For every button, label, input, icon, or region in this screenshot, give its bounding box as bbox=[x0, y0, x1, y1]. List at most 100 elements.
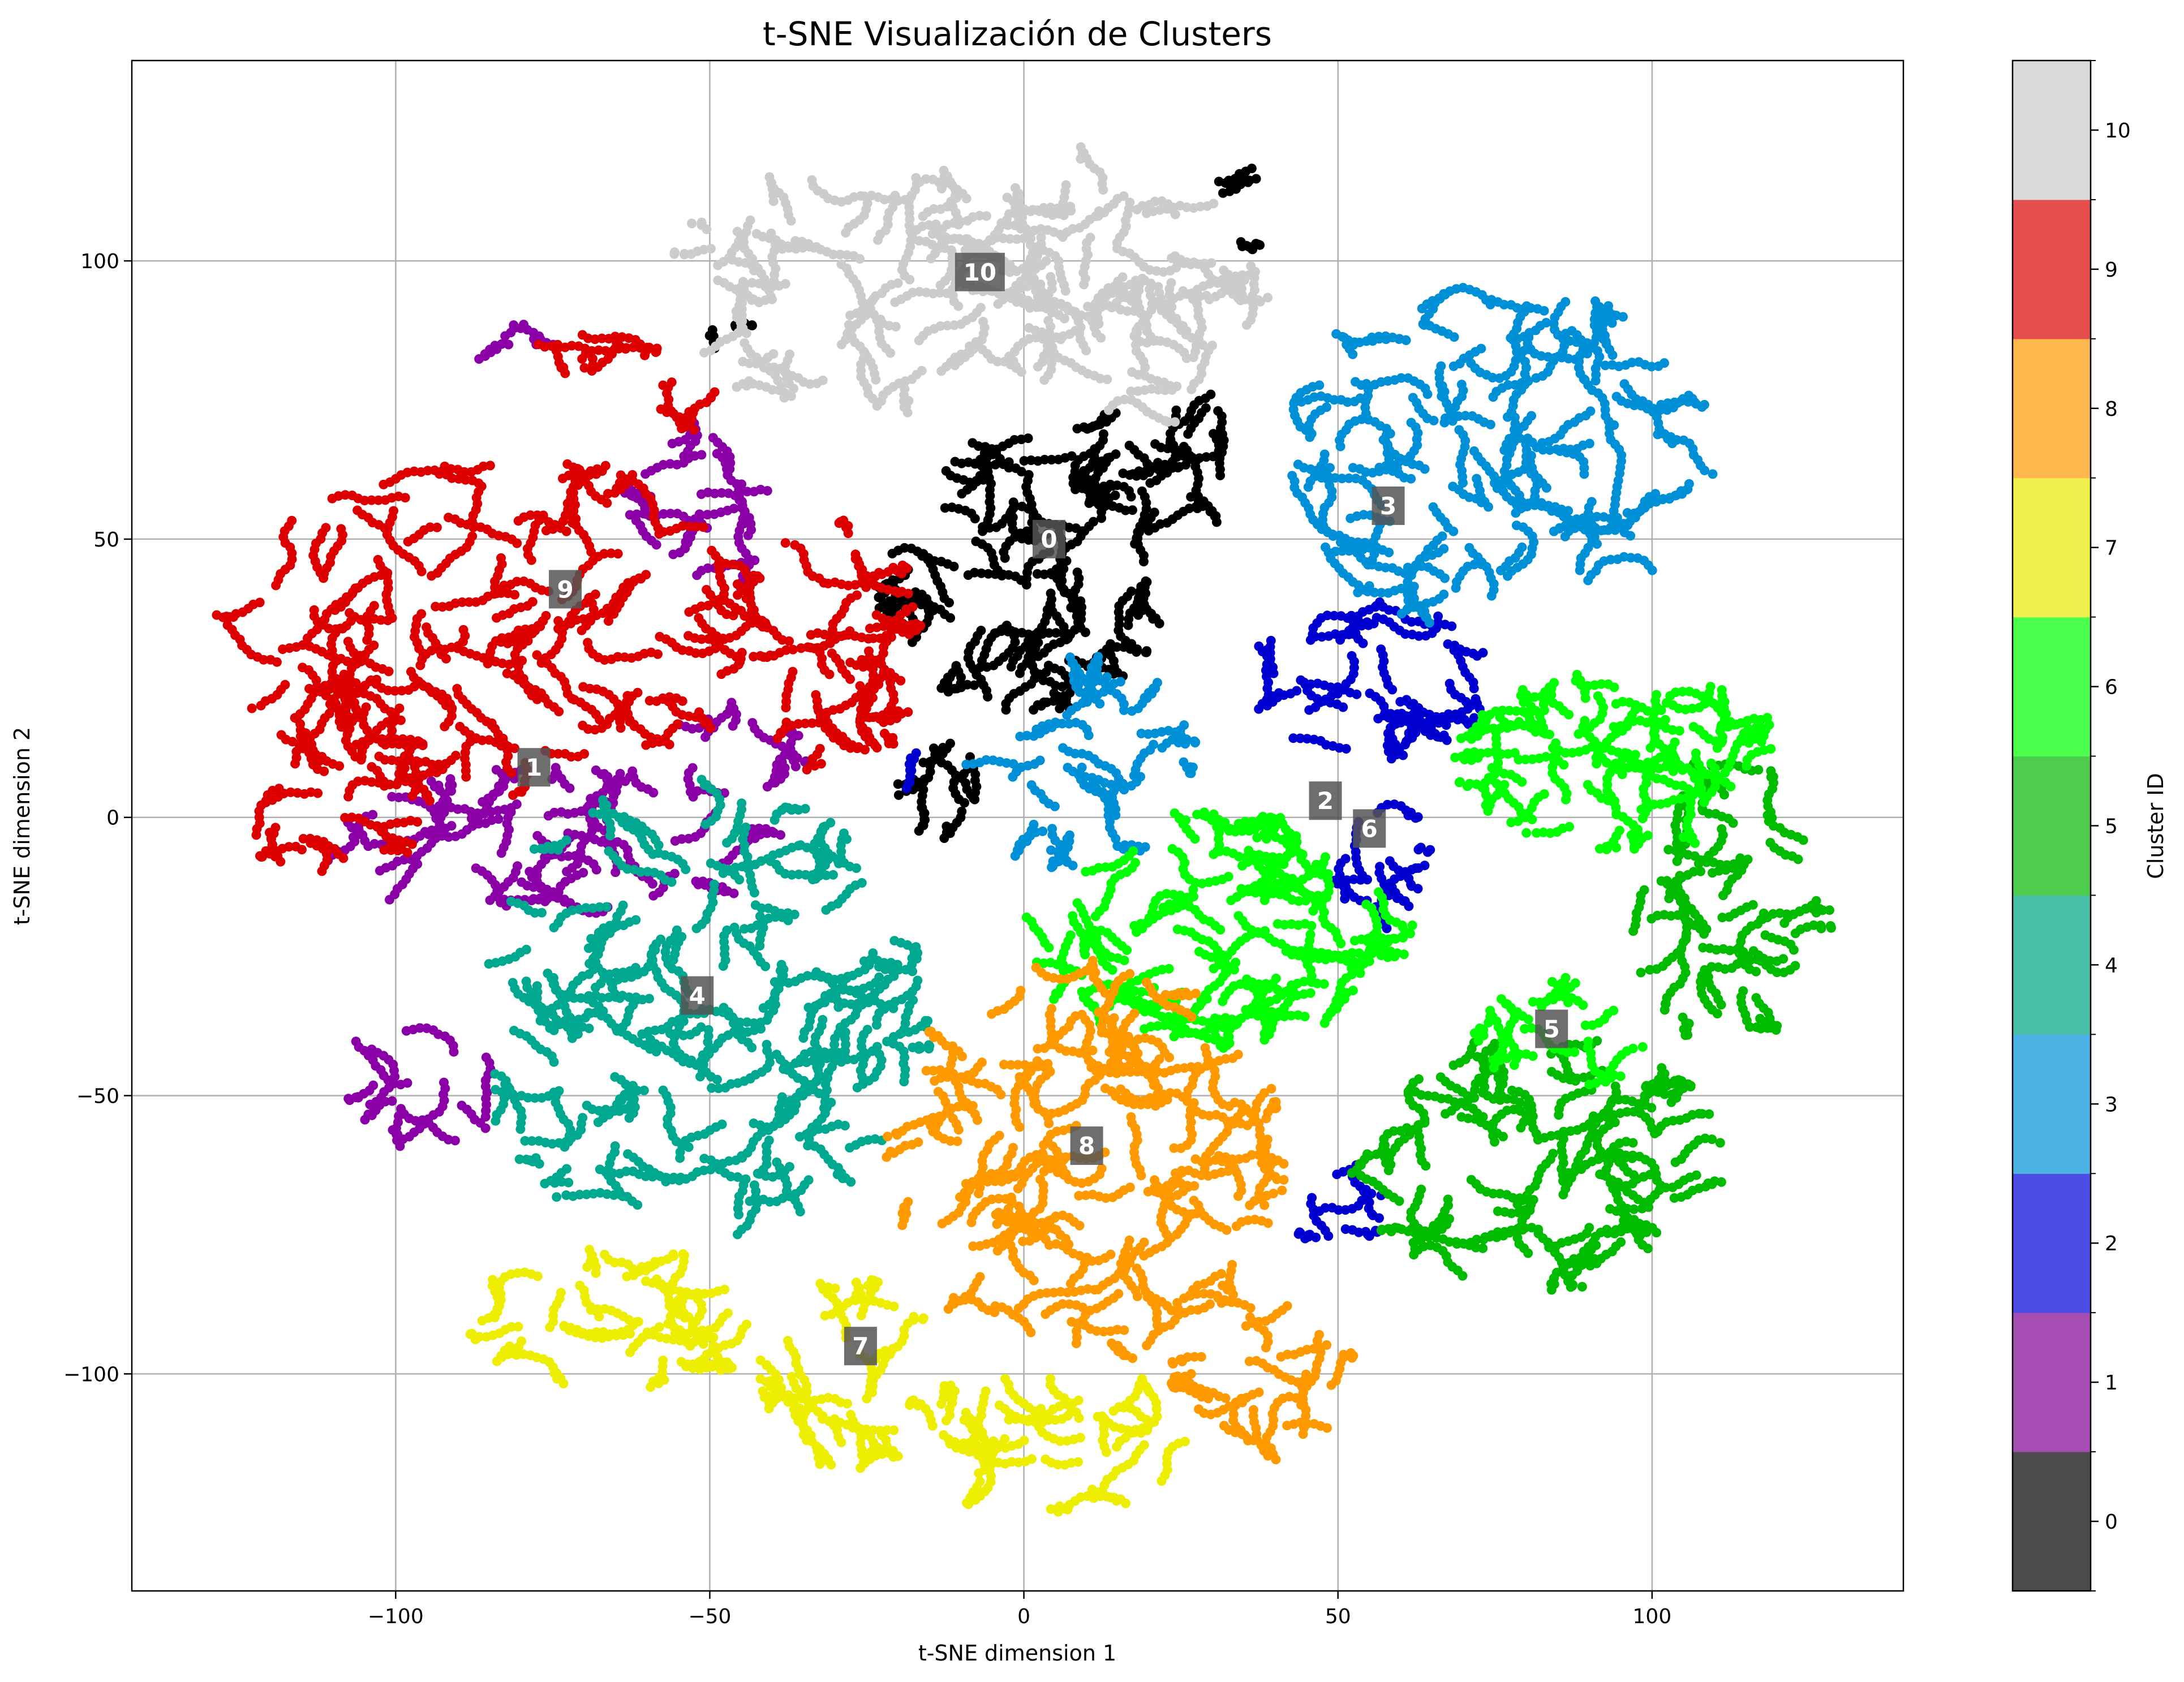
point bbox=[1765, 837, 1775, 848]
point bbox=[1347, 651, 1357, 661]
point bbox=[760, 961, 771, 971]
point bbox=[665, 509, 676, 519]
point bbox=[1506, 333, 1516, 343]
point bbox=[1137, 486, 1147, 496]
point bbox=[1472, 651, 1482, 661]
point bbox=[796, 840, 806, 850]
point bbox=[1079, 422, 1089, 432]
point bbox=[1157, 743, 1167, 753]
point bbox=[868, 948, 878, 958]
point bbox=[1469, 446, 1479, 456]
point bbox=[1303, 482, 1313, 492]
point bbox=[1429, 415, 1439, 425]
point bbox=[1539, 306, 1549, 316]
point bbox=[1439, 590, 1449, 600]
point bbox=[780, 1114, 790, 1124]
point bbox=[1141, 647, 1151, 657]
point bbox=[449, 1047, 459, 1057]
point bbox=[1719, 790, 1729, 800]
point bbox=[1072, 567, 1082, 578]
point bbox=[1575, 565, 1585, 575]
point bbox=[639, 1085, 649, 1095]
point bbox=[1364, 620, 1374, 630]
point bbox=[1358, 638, 1368, 648]
point bbox=[1070, 479, 1080, 489]
point bbox=[971, 536, 981, 547]
point bbox=[717, 1119, 727, 1129]
point bbox=[681, 864, 691, 875]
point bbox=[453, 804, 463, 814]
point bbox=[750, 900, 760, 910]
point bbox=[648, 891, 659, 901]
point bbox=[485, 895, 495, 905]
point bbox=[742, 487, 753, 497]
point bbox=[450, 1135, 460, 1146]
point bbox=[1017, 501, 1027, 511]
point bbox=[611, 786, 621, 797]
point bbox=[394, 793, 404, 802]
point bbox=[889, 936, 900, 946]
point bbox=[1466, 358, 1476, 368]
point bbox=[1715, 1138, 1725, 1148]
point bbox=[1443, 1194, 1453, 1204]
point bbox=[1314, 380, 1325, 390]
point bbox=[1186, 768, 1196, 778]
point bbox=[351, 1092, 361, 1103]
point bbox=[1142, 693, 1152, 703]
point bbox=[1351, 377, 1360, 387]
point bbox=[913, 975, 923, 986]
point bbox=[474, 819, 484, 829]
point bbox=[1231, 175, 1241, 186]
point bbox=[472, 808, 483, 818]
point bbox=[1444, 1214, 1454, 1224]
point bbox=[1293, 459, 1303, 470]
point bbox=[1646, 1103, 1657, 1113]
point bbox=[941, 466, 951, 476]
point bbox=[556, 807, 566, 817]
point bbox=[1738, 986, 1748, 996]
point bbox=[1106, 639, 1116, 649]
point bbox=[1323, 1231, 1334, 1241]
point bbox=[1062, 710, 1072, 720]
point bbox=[588, 808, 598, 818]
point bbox=[1136, 582, 1146, 592]
point bbox=[688, 791, 698, 802]
point bbox=[1132, 471, 1142, 481]
point bbox=[758, 1003, 768, 1013]
point bbox=[700, 732, 711, 742]
point bbox=[351, 1036, 361, 1047]
point bbox=[1610, 1081, 1620, 1091]
point bbox=[1656, 1180, 1666, 1190]
point bbox=[795, 1207, 805, 1217]
point bbox=[1507, 1085, 1517, 1095]
point bbox=[1077, 673, 1087, 683]
point bbox=[1755, 1014, 1765, 1023]
point bbox=[1708, 469, 1718, 479]
point bbox=[1544, 1242, 1554, 1253]
point bbox=[762, 486, 772, 496]
point bbox=[543, 969, 553, 978]
point bbox=[1061, 556, 1072, 566]
point bbox=[1511, 508, 1521, 518]
point bbox=[1628, 1138, 1638, 1148]
point bbox=[1145, 478, 1155, 488]
point bbox=[1019, 456, 1029, 466]
point bbox=[950, 457, 960, 467]
point bbox=[1585, 406, 1596, 416]
point bbox=[1523, 1248, 1533, 1258]
point bbox=[1613, 475, 1623, 485]
point bbox=[1406, 474, 1416, 484]
point bbox=[1609, 420, 1619, 430]
point bbox=[1077, 483, 1087, 493]
point bbox=[1215, 453, 1225, 463]
point bbox=[1523, 376, 1533, 386]
point bbox=[982, 662, 992, 672]
point bbox=[1108, 501, 1117, 511]
point bbox=[1448, 361, 1459, 371]
point bbox=[439, 830, 449, 840]
point bbox=[1527, 411, 1537, 421]
point bbox=[1528, 1195, 1538, 1205]
cluster-0-points bbox=[704, 164, 1265, 843]
point bbox=[1124, 440, 1134, 450]
point bbox=[983, 569, 994, 579]
